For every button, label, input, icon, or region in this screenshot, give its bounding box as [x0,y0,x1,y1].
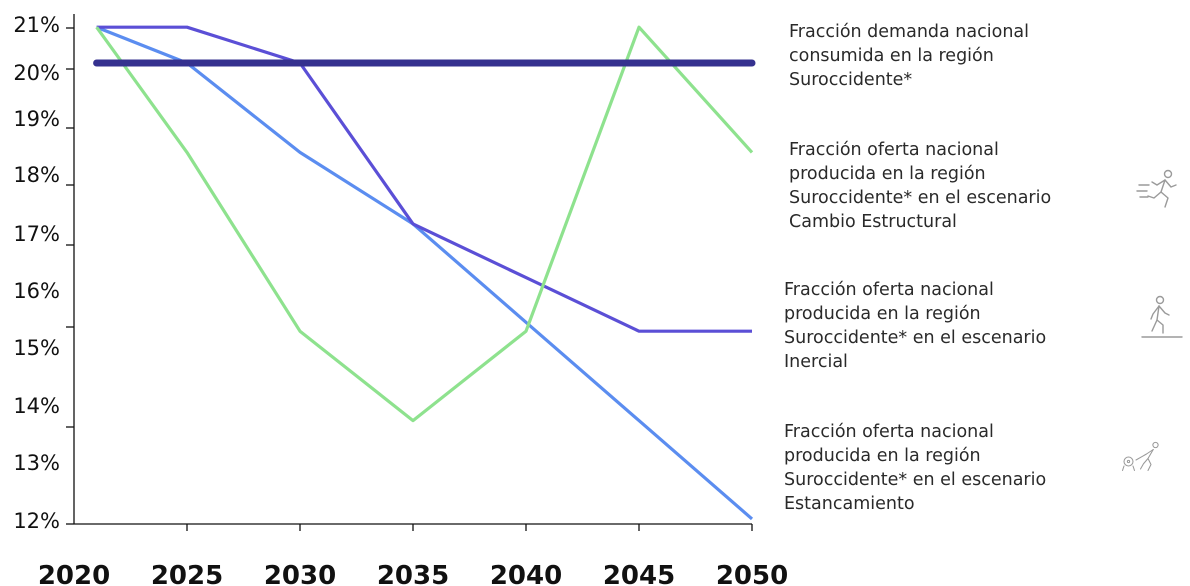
y-tick-label: 16% [13,279,60,303]
walking-person-icon [1141,295,1183,338]
x-tick-label: 2045 [603,561,675,586]
chart-series [93,25,756,521]
legend-line: Fracción oferta nacional [789,140,999,160]
person-pulling-anchor-icon [1121,441,1159,472]
series-line-estancamiento [95,25,754,423]
legend-line: Suroccidente* en el escenario [784,470,1047,490]
y-axis-ticks: 21% 20% 19% 18% 17% 16% 15% 14% 13% 12% [13,13,74,533]
x-tick-label: 2035 [377,561,449,586]
y-tick-label: 14% [13,394,60,418]
legend-line: Cambio Estructural [789,212,957,232]
legend-line: producida en la región [789,164,986,184]
y-tick-label: 19% [13,107,60,131]
legend-line: Suroccidente* en el escenario [784,328,1047,348]
y-tick-label: 12% [13,509,60,533]
y-tick-label: 13% [13,451,60,475]
x-tick-label: 2040 [490,561,562,586]
y-tick-label: 20% [13,61,60,85]
legend-line: producida en la región [784,446,981,466]
y-tick-label: 18% [13,163,60,187]
x-tick-label: 2050 [716,561,788,586]
x-axis-ticks: 2020 2025 2030 2035 2040 2045 2050 [38,524,788,586]
x-tick-label: 2030 [264,561,336,586]
legend-line: Fracción oferta nacional [784,422,994,442]
chart-axes [73,14,752,525]
series-line-inercial [96,25,752,333]
legend-line: producida en la región [784,304,981,324]
legend-line: Suroccidente* en el escenario [789,188,1052,208]
running-person-icon [1136,169,1177,208]
x-tick-label: 2020 [38,561,110,586]
y-tick-label: 21% [13,13,60,37]
legend-entry-cambio-estructural: Fracción oferta nacional producida en la… [789,138,1051,234]
legend-line: consumida en la región [789,46,994,66]
legend-line: Estancamiento [784,494,915,514]
series-line-cambio-estructural [96,25,754,521]
legend-line: Fracción oferta nacional [784,280,994,300]
legend-line: Inercial [784,352,848,372]
x-tick-label: 2025 [151,561,223,586]
legend-entry-demanda: Fracción demanda nacional consumida en l… [789,20,1029,92]
y-tick-label: 15% [13,336,60,360]
legend-entry-inercial: Fracción oferta nacional producida en la… [784,278,1046,374]
legend-entry-estancamiento: Fracción oferta nacional producida en la… [784,420,1046,516]
legend-line: Suroccidente* [789,70,913,90]
y-tick-label: 17% [13,222,60,246]
legend-line: Fracción demanda nacional [789,22,1029,42]
